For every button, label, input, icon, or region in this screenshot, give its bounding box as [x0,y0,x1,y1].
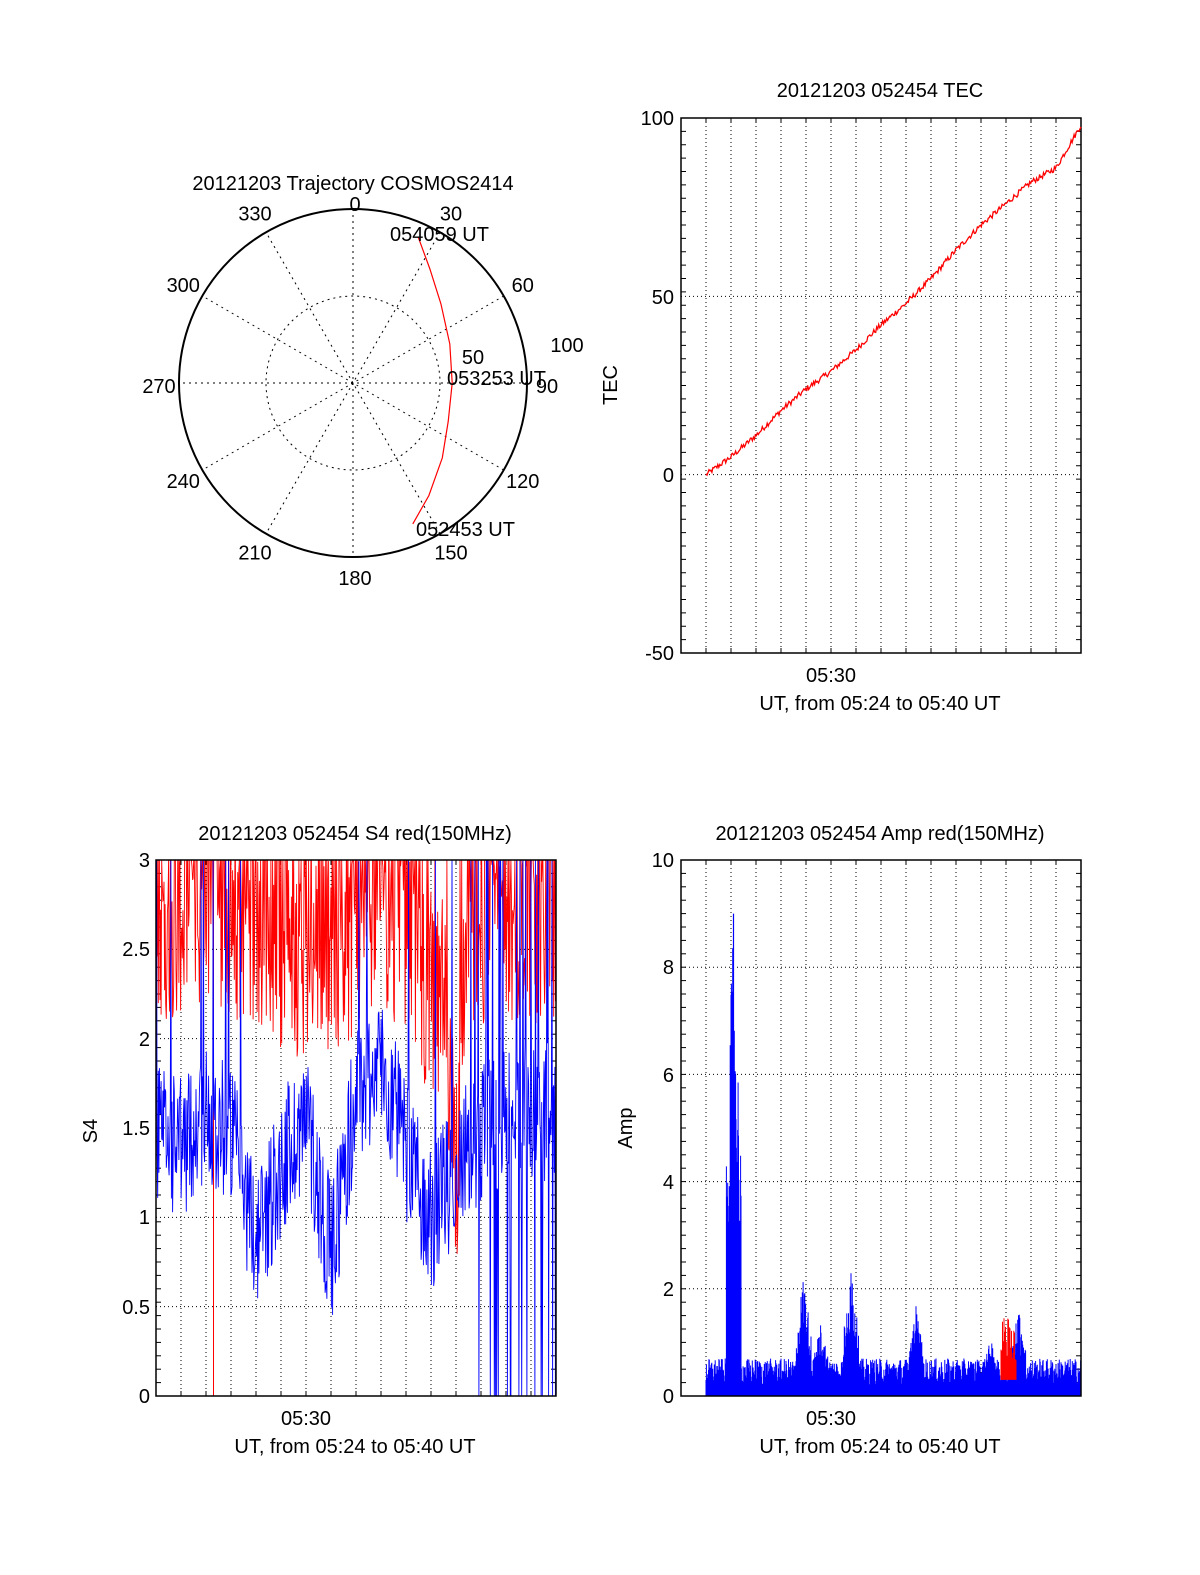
polar-spoke [265,232,441,534]
amp-red-series [1000,1318,1017,1380]
s4-y-tick-label: 0 [139,1386,150,1408]
polar-annotation-end: 054059 UT [390,224,489,246]
polar-annotation-mid: 053253 UT [447,368,546,390]
s4-grid [155,859,557,1397]
amp-y-tick-label: 4 [663,1172,674,1194]
tec-x-tick-label: 05:30 [806,665,856,687]
amp-y-tick-label: 2 [663,1279,674,1301]
polar-azimuth-label: 60 [512,275,534,297]
s4-plot-frame [155,859,557,1397]
polar-azimuth-label: 180 [338,568,371,590]
amp-x-tick-label: 05:30 [806,1408,856,1430]
s4-y-tick-label: 0.5 [122,1297,150,1319]
amp-red-line [1000,1318,1017,1380]
s4-y-tick-label: 2.5 [122,939,150,961]
s4-panel: 20121203 052454 S4 red(150MHz) 3 2.5 2 1… [80,823,557,1458]
amp-grid [680,859,1082,1397]
s4-title: 20121203 052454 S4 red(150MHz) [198,823,512,845]
s4-y-tick-label: 1.5 [122,1118,150,1140]
tec-y-tick-label: -50 [645,643,674,665]
amp-y-tick-label: 8 [663,957,674,979]
s4-y-axis-label: S4 [80,1119,102,1143]
polar-azimuth-label: 270 [142,376,175,398]
tec-y-axis-label: TEC [600,365,622,405]
s4-blue-series [155,859,556,1397]
polar-radial-label-100: 100 [550,335,583,357]
tec-y-tick-label: 0 [663,465,674,487]
polar-title: 20121203 Trajectory COSMOS2414 [192,173,513,195]
amp-y-ticks: 10 8 6 4 2 0 [652,850,674,1408]
tec-y-ticks: 100 50 0 -50 [641,108,674,665]
s4-x-axis-label: UT, from 05:24 to 05:40 UT [234,1436,475,1458]
polar-grid [179,209,527,557]
tec-grid [680,117,1082,654]
polar-track-line [412,236,453,525]
tec-y-tick-label: 50 [652,287,674,309]
amp-blue-line [705,948,1082,1396]
polar-annotation-start: 052453 UT [416,519,515,541]
tec-plot-frame [680,117,1082,654]
tec-series-line [705,126,1082,477]
polar-azimuth-label: 210 [238,543,271,565]
s4-y-tick-label: 2 [139,1029,150,1051]
s4-blue-line [155,859,556,1397]
polar-azimuth-labels: 0 30 60 90 120 150 180 210 240 270 300 330 [142,194,558,590]
tec-title: 20121203 052454 TEC [777,80,983,102]
amp-blue-series [705,913,1082,1396]
tec-panel: 20121203 052454 TEC 100 50 0 -50 05:30 U… [600,80,1082,715]
amp-y-tick-label: 6 [663,1065,674,1087]
tec-x-axis-label: UT, from 05:24 to 05:40 UT [759,693,1000,715]
amp-y-tick-label: 0 [663,1386,674,1408]
polar-azimuth-label: 0 [349,194,360,216]
polar-azimuth-label: 330 [238,203,271,225]
amp-x-axis-label: UT, from 05:24 to 05:40 UT [759,1436,1000,1458]
polar-radial-label-50: 50 [462,347,484,369]
s4-x-tick-label: 05:30 [281,1408,331,1430]
polar-azimuth-label: 240 [167,471,200,493]
amp-title: 20121203 052454 Amp red(150MHz) [715,823,1044,845]
amp-y-axis-label: Amp [615,1107,637,1148]
polar-azimuth-label: 120 [506,471,539,493]
s4-y-tick-label: 1 [139,1207,150,1229]
polar-outer-circle [178,208,528,558]
polar-azimuth-label: 30 [440,203,462,225]
amp-plot-frame [680,859,1082,1397]
s4-y-tick-label: 3 [139,850,150,872]
polar-azimuth-label: 150 [434,543,467,565]
s4-y-ticks: 3 2.5 2 1.5 1 0.5 0 [122,850,150,1408]
polar-azimuth-label: 90 [536,376,558,398]
polar-inner-circle [265,295,441,471]
amp-y-tick-label: 10 [652,850,674,872]
tec-y-tick-label: 100 [641,108,674,130]
amp-panel: 20121203 052454 Amp red(150MHz) 10 8 6 4… [615,823,1082,1458]
polar-azimuth-label: 300 [167,275,200,297]
polar-panel: 20121203 Trajectory COSMOS2414 0 30 60 90 12… [142,173,583,590]
